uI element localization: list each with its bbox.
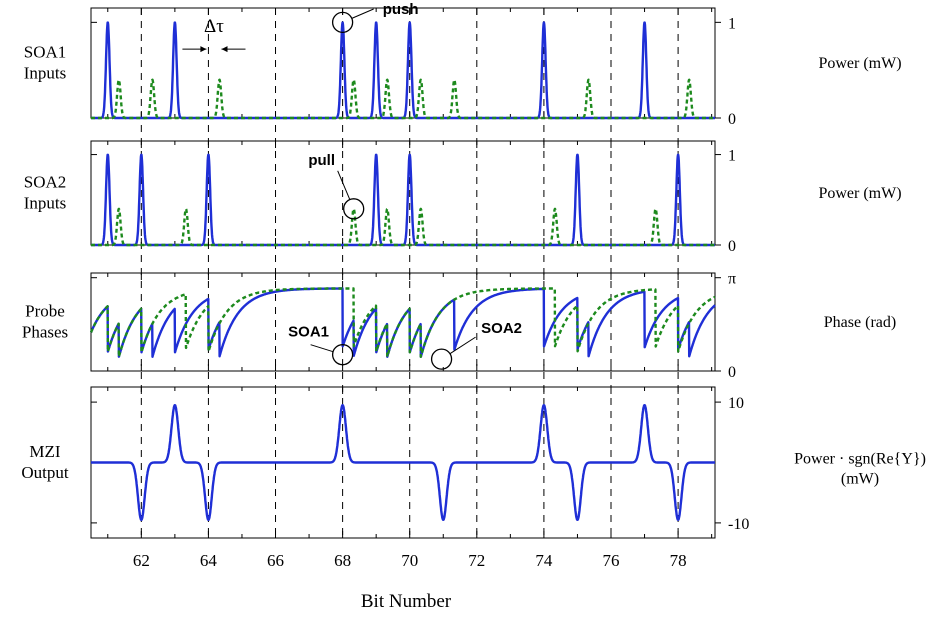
panel-right-label: Power · sgn(Re{Y}) (mW) bbox=[794, 451, 926, 488]
annotation-label: pull bbox=[308, 152, 335, 169]
annotation-leader bbox=[351, 8, 374, 19]
x-axis-label: Bit Number bbox=[361, 591, 452, 612]
delta-tau-arrowhead bbox=[221, 46, 228, 53]
panels: 0 1 push Δτ SOA1 Inputs Power (mW) 0 1 pull SOA2 In… bbox=[21, 1, 926, 570]
annotation-label: SOA1 bbox=[288, 324, 329, 341]
series-green bbox=[90, 207, 716, 247]
annotation-label: SOA2 bbox=[481, 320, 522, 337]
x-tick-label: 68 bbox=[334, 551, 351, 570]
y-tick-label: π bbox=[728, 271, 736, 288]
panel-right-label: Phase (rad) bbox=[824, 314, 896, 331]
panel-left-label: SOA2 Inputs bbox=[24, 173, 67, 213]
series-blue bbox=[90, 404, 716, 521]
y-tick-label: 1 bbox=[728, 15, 736, 32]
y-tick-label: 0 bbox=[728, 364, 736, 381]
panel-right-label: Power (mW) bbox=[818, 55, 901, 72]
panel-frame bbox=[90, 7, 716, 119]
x-tick-label: 66 bbox=[267, 551, 284, 570]
annotation-label: push bbox=[383, 1, 419, 18]
x-tick-label: 76 bbox=[603, 551, 620, 570]
series-blue bbox=[90, 21, 716, 120]
y-tick-label: -10 bbox=[728, 516, 749, 533]
panel-left-label: MZI Output bbox=[21, 442, 69, 482]
y-tick-label: 0 bbox=[728, 111, 736, 128]
x-axis: 62 64 66 68 70 72 74 76 78 bbox=[133, 551, 687, 570]
annotation-circle bbox=[430, 348, 453, 370]
panel-left-label: SOA1 Inputs bbox=[24, 43, 67, 83]
panel-mzi: 10 -10 bbox=[90, 386, 749, 539]
panel-phase: 0 π SOA1 SOA2 bbox=[89, 271, 736, 381]
annotation-leader bbox=[310, 344, 334, 353]
series-green bbox=[89, 287, 716, 358]
panel-left-label: Probe Phases bbox=[22, 302, 68, 342]
delta-tau-label: Δτ bbox=[204, 16, 224, 37]
x-tick-label: 64 bbox=[200, 551, 218, 570]
annotation-leader bbox=[337, 170, 351, 200]
y-tick-label: 1 bbox=[728, 148, 736, 165]
panel-soa2: 0 1 pull bbox=[90, 140, 736, 255]
y-tick-label: 0 bbox=[728, 238, 736, 255]
annotation-circle bbox=[331, 344, 354, 366]
delta-tau-arrowhead bbox=[200, 46, 207, 53]
series-blue bbox=[89, 287, 716, 358]
annotation-circle bbox=[343, 198, 365, 220]
x-tick-label: 74 bbox=[535, 551, 553, 570]
x-tick-label: 72 bbox=[468, 551, 485, 570]
series-blue bbox=[90, 153, 716, 247]
x-tick-label: 62 bbox=[133, 551, 150, 570]
annotation-circle bbox=[331, 11, 354, 33]
panel-soa1: 0 1 push Δτ bbox=[90, 1, 736, 128]
series-green bbox=[90, 78, 716, 120]
x-tick-label: 78 bbox=[670, 551, 687, 570]
panel-frame bbox=[90, 272, 716, 372]
panel-right-label: Power (mW) bbox=[818, 185, 901, 202]
y-tick-label: 10 bbox=[728, 395, 744, 412]
x-tick-label: 70 bbox=[401, 551, 418, 570]
annotation-leader bbox=[449, 336, 476, 355]
